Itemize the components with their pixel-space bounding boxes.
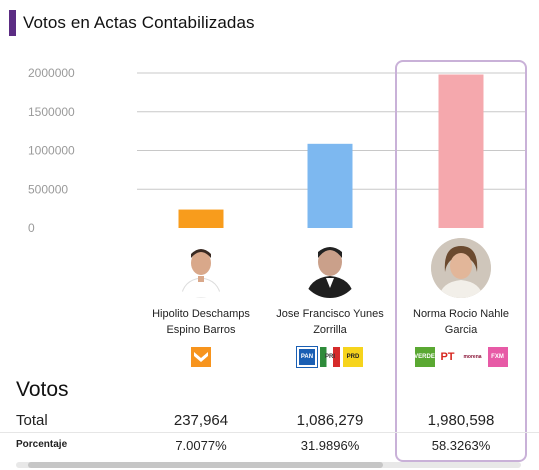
y-tick-label: 500000 — [28, 182, 68, 196]
total-value: 237,964 — [173, 412, 229, 429]
candidate-name: Norma Rocio Nahle Garcia — [397, 306, 525, 338]
candidate-card-deschamps[interactable]: Hipolito Deschamps Espino Barros — [137, 238, 265, 367]
scrollbar-thumb[interactable] — [28, 462, 383, 468]
prd-logo: PRD — [343, 347, 363, 367]
bar[interactable] — [438, 74, 484, 228]
percentage-value: 7.0077% — [175, 438, 227, 453]
candidate-name-line1: Jose Francisco Yunes — [276, 308, 384, 320]
total-value: 1,980,598 — [427, 412, 495, 429]
fxm-logo: FXM — [487, 347, 508, 367]
pan-logo: PAN — [296, 346, 318, 368]
candidate-card-yunes[interactable]: Jose Francisco Yunes Zorrilla PAN PRI PR… — [266, 238, 394, 368]
title-accent-bar — [9, 10, 16, 36]
percentage-row: Porcentaje 7.0077% 31.9896% 58.3263% — [0, 434, 539, 458]
percentage-label: Porcentaje — [16, 439, 68, 450]
chart-header: Votos en Actas Contabilizadas — [9, 10, 255, 36]
party-logos — [137, 347, 265, 367]
y-tick-label: 0 — [28, 221, 35, 235]
candidate-photo-avatar — [300, 238, 360, 298]
party-logos: PAN PRI PRD — [266, 346, 394, 368]
bar[interactable] — [178, 209, 224, 228]
pt-logo: PT — [437, 347, 458, 367]
candidate-card-nahle[interactable]: Norma Rocio Nahle Garcia VERDE PT morena… — [397, 238, 525, 367]
bar[interactable] — [307, 143, 353, 228]
total-value: 1,086,279 — [296, 412, 364, 429]
candidate-name-line2: Espino Barros — [166, 324, 236, 336]
candidate-name-line1: Hipolito Deschamps — [152, 308, 250, 320]
candidate-name: Hipolito Deschamps Espino Barros — [137, 306, 265, 338]
y-tick-label: 2000000 — [28, 66, 75, 80]
pvem-logo: VERDE — [414, 347, 435, 367]
percentage-value: 31.9896% — [300, 438, 360, 453]
y-tick-label: 1500000 — [28, 105, 75, 119]
percentage-value: 58.3263% — [431, 438, 491, 453]
pri-logo: PRI — [320, 347, 340, 367]
party-logos: VERDE PT morena FXM — [397, 347, 525, 367]
page-title: Votos en Actas Contabilizadas — [23, 13, 255, 32]
winner-highlight-box — [395, 60, 527, 462]
movimiento-ciudadano-logo — [191, 347, 211, 367]
y-tick-label: 1000000 — [28, 144, 75, 158]
candidate-name-line1: Norma Rocio Nahle Garcia — [413, 308, 509, 336]
morena-logo: morena — [460, 347, 485, 367]
total-label: Total — [16, 412, 48, 429]
candidate-photo-avatar — [431, 238, 491, 298]
vote-bar-chart: 0 500000 1000000 1500000 2000000 — [28, 66, 525, 235]
candidate-name: Jose Francisco Yunes Zorrilla — [266, 306, 394, 338]
candidate-photo-avatar — [171, 238, 231, 298]
totals-row: Total 237,964 1,086,279 1,980,598 — [0, 408, 539, 433]
horizontal-scrollbar[interactable] — [16, 462, 521, 468]
votes-table-heading: Votos — [16, 378, 69, 401]
candidate-name-line2: Zorrilla — [313, 324, 347, 336]
